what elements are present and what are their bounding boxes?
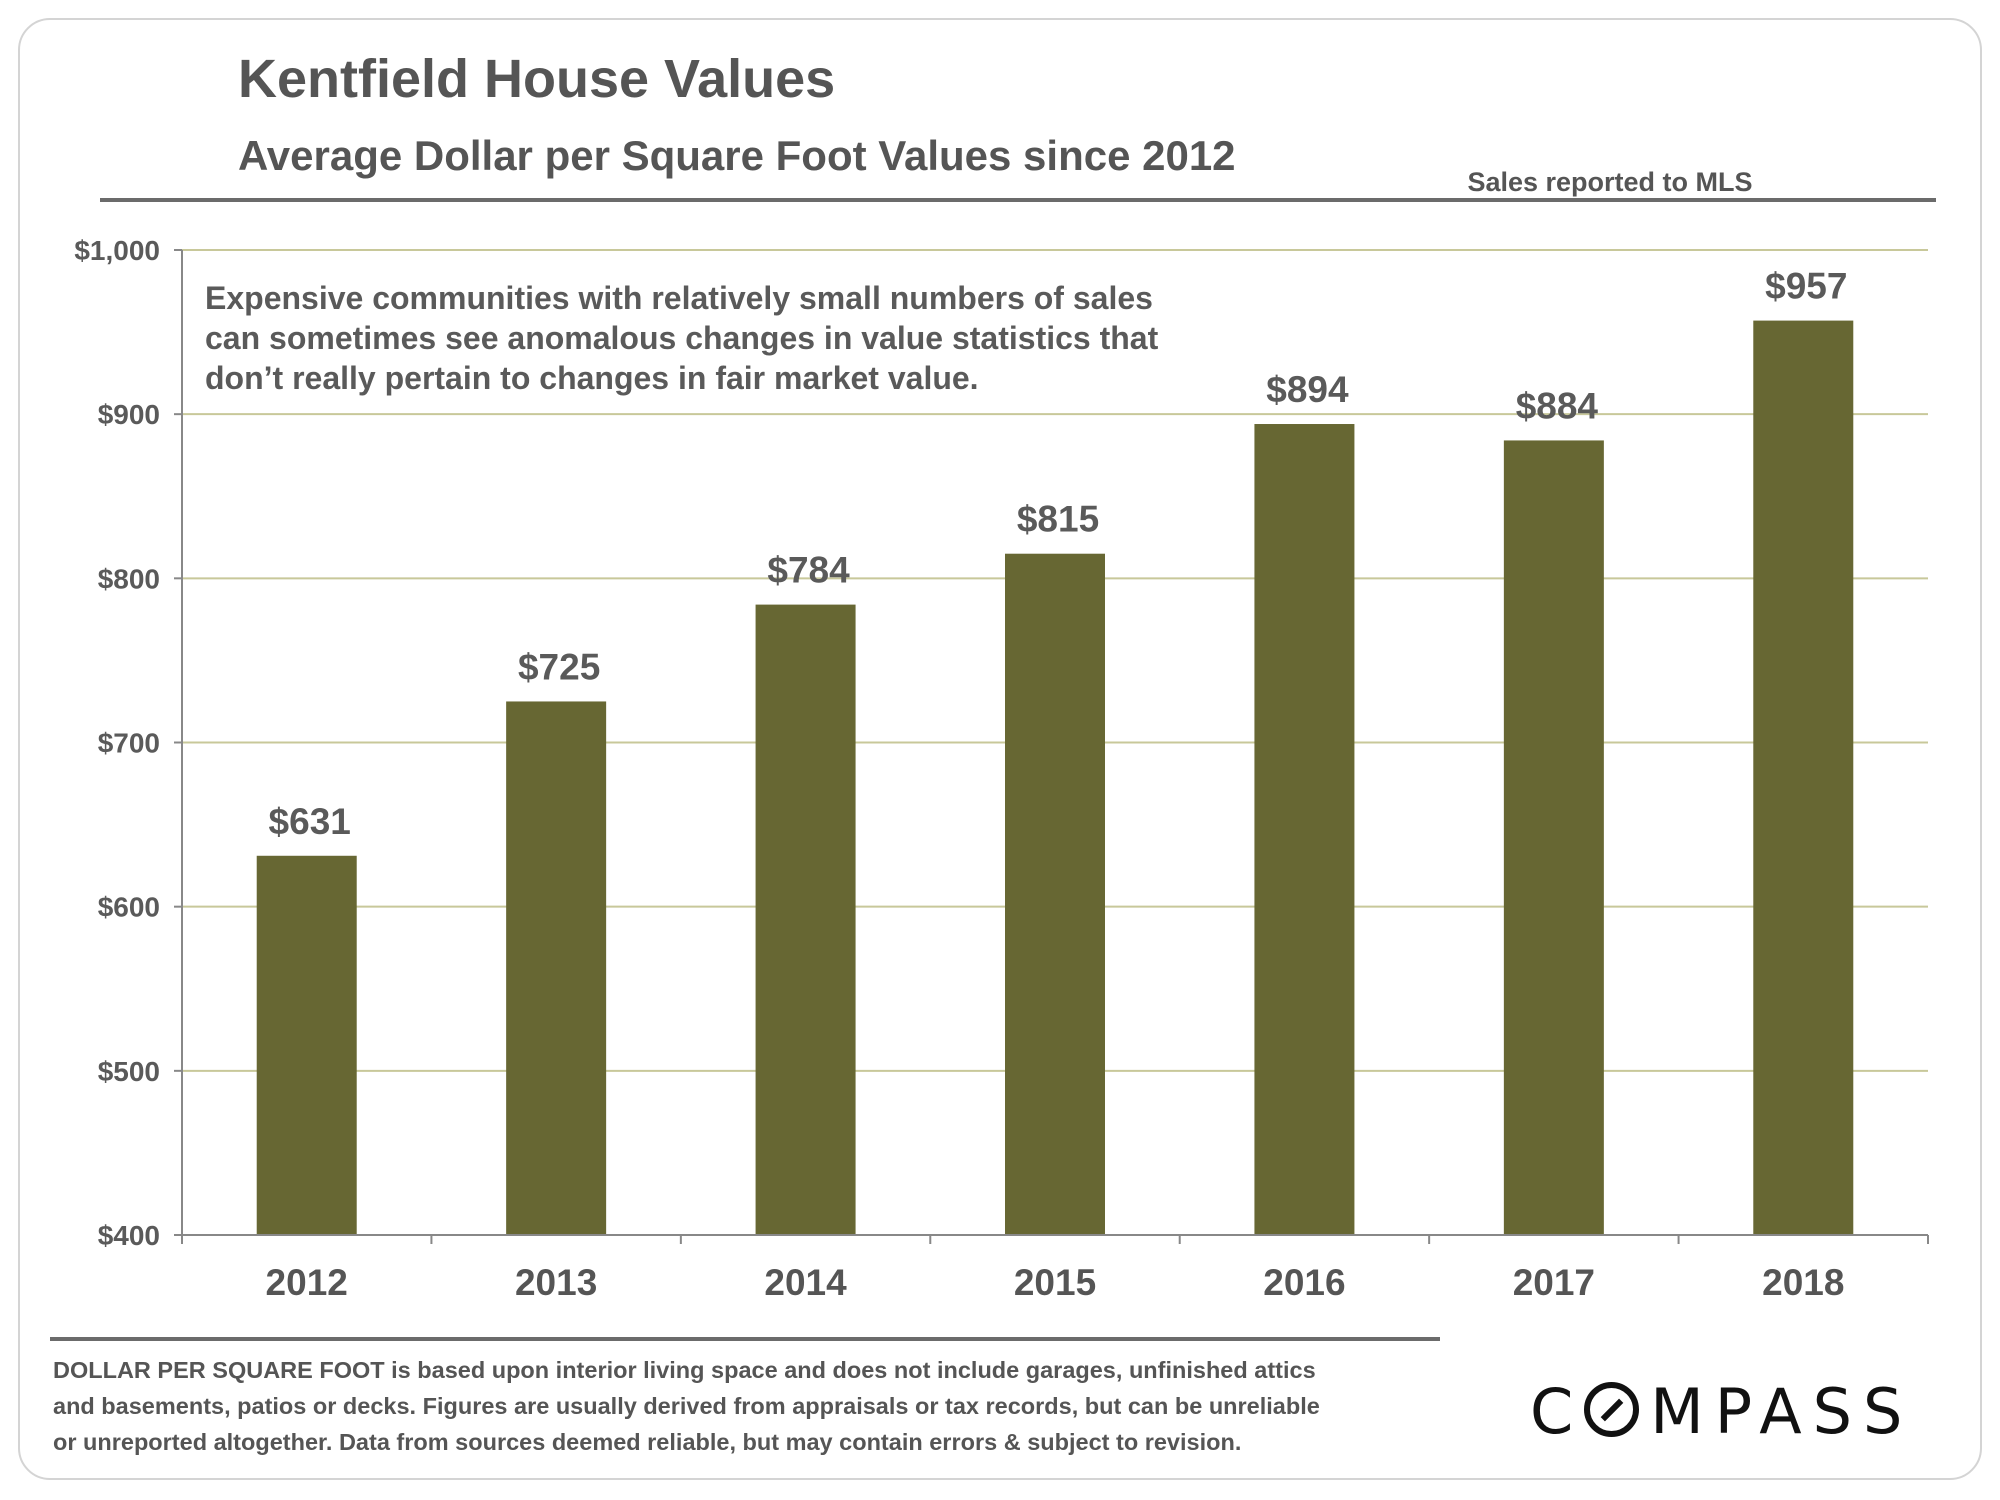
bar	[1005, 553, 1105, 1235]
source-note: Sales reported to MLS	[1467, 167, 1753, 197]
x-tick-label: 2013	[515, 1262, 597, 1303]
compass-logo: C MPASS	[1530, 1375, 1913, 1448]
chart-annotation: Expensive communities with relatively sm…	[205, 278, 1255, 398]
compass-o-icon	[1584, 1382, 1640, 1437]
y-tick-label: $400	[98, 1220, 160, 1251]
data-label: $894	[1266, 369, 1349, 410]
x-tick-label: 2012	[266, 1262, 348, 1303]
data-labels: $631 $725 $784 $815 $894 $884 $957	[269, 266, 1848, 842]
footer-divider	[50, 1337, 1440, 1341]
bar	[755, 604, 856, 1235]
page-subtitle: Average Dollar per Square Foot Values si…	[238, 132, 1236, 179]
axes: $400 $500 $600 $700 $800 $900 $1,000 2012 2013 20…	[74, 235, 1929, 1303]
annotation-line: don’t really pertain to changes in fair …	[205, 360, 979, 396]
logo-text: MPASS	[1650, 1375, 1914, 1448]
card-frame	[18, 18, 1982, 1480]
x-tick-label: 2017	[1513, 1262, 1595, 1303]
data-label: $957	[1765, 266, 1847, 307]
data-label: $884	[1516, 385, 1599, 426]
y-tick-label: $700	[98, 728, 160, 759]
page-title: Kentfield House Values	[238, 49, 836, 109]
y-tick-label: $500	[98, 1056, 160, 1087]
logo-letter-c: C	[1530, 1375, 1585, 1448]
annotation-line: Expensive communities with relatively sm…	[205, 280, 1153, 316]
y-tick-label: $1,000	[74, 235, 160, 266]
y-tick-label: $900	[98, 399, 160, 430]
data-label: $631	[269, 801, 351, 842]
data-label: $815	[1017, 499, 1099, 540]
bar	[506, 701, 607, 1235]
bars	[256, 320, 1854, 1235]
x-tick-label: 2015	[1014, 1262, 1096, 1303]
footnote-line: DOLLAR PER SQUARE FOOT is based upon int…	[53, 1357, 1316, 1383]
bar	[1254, 424, 1355, 1235]
x-tick-label: 2014	[764, 1262, 847, 1303]
bar	[1503, 440, 1604, 1235]
y-tick-label: $600	[98, 892, 160, 923]
annotation-line: can sometimes see anomalous changes in v…	[205, 320, 1159, 356]
footnote-line: or unreported altogether. Data from sour…	[53, 1429, 1242, 1455]
bar-chart: $631 $725 $784 $815 $894 $884 $957 $400 $500 $60…	[74, 235, 1929, 1303]
footnote: DOLLAR PER SQUARE FOOT is based upon int…	[53, 1352, 1433, 1460]
header-divider	[100, 198, 1936, 202]
data-label: $725	[518, 646, 600, 687]
data-label: $784	[767, 550, 850, 591]
bar	[256, 855, 357, 1235]
footnote-line: and basements, patios or decks. Figures …	[53, 1393, 1320, 1419]
bar	[1753, 320, 1854, 1235]
x-tick-label: 2016	[1263, 1262, 1345, 1303]
x-tick-label: 2018	[1762, 1262, 1844, 1303]
y-tick-label: $800	[98, 563, 160, 594]
